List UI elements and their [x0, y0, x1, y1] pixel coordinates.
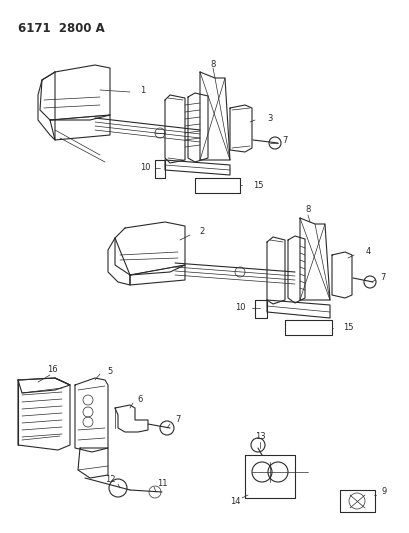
Text: 5: 5 [107, 367, 112, 376]
Text: 3: 3 [267, 114, 272, 123]
Text: 8: 8 [305, 206, 310, 214]
Text: 6171  2800 A: 6171 2800 A [18, 22, 104, 35]
Text: 1: 1 [140, 85, 145, 94]
Text: 15: 15 [252, 181, 263, 190]
Text: 16: 16 [47, 366, 57, 375]
Text: 13: 13 [254, 432, 265, 441]
Text: 10: 10 [234, 303, 245, 312]
Text: 9: 9 [380, 488, 386, 497]
Text: 7: 7 [380, 273, 385, 282]
Text: 6: 6 [137, 395, 142, 405]
Text: 12: 12 [104, 475, 115, 484]
Text: 8: 8 [210, 60, 215, 69]
Text: 14: 14 [229, 497, 240, 506]
Text: 4: 4 [364, 247, 370, 256]
Text: 2: 2 [199, 228, 204, 237]
Text: 15: 15 [342, 324, 353, 333]
Text: 11: 11 [156, 480, 167, 489]
Text: 7: 7 [175, 416, 180, 424]
Text: 7: 7 [282, 135, 287, 144]
Text: 10: 10 [139, 164, 150, 173]
